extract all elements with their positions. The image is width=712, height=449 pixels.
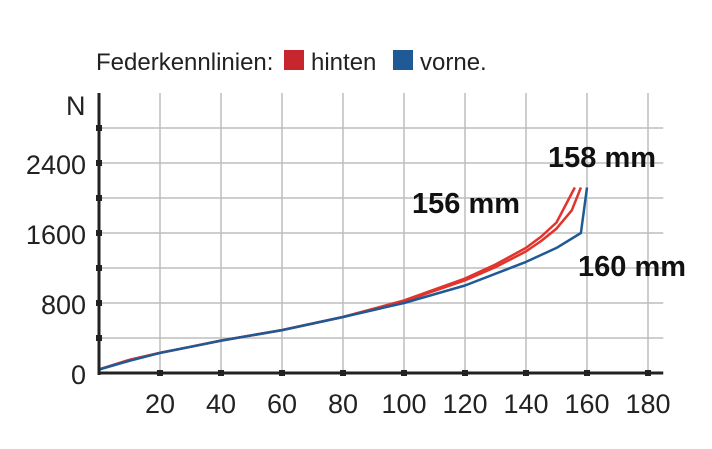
y-tick-mark-1200 (96, 265, 102, 271)
x-tick-mark-160 (584, 370, 590, 376)
legend-label-vorne: vorne. (420, 49, 487, 76)
legend-title: Federkennlinien: (96, 49, 273, 76)
x-tick-label: 40 (206, 389, 236, 419)
x-tick-mark-80 (340, 370, 346, 376)
legend: Federkennlinien: hinten vorne. (96, 49, 487, 76)
y-axis-label: N (66, 91, 86, 121)
x-tick-mark-100 (401, 370, 407, 376)
y-tick-mark-2400 (96, 160, 102, 166)
x-tick-label: 160 (564, 389, 609, 419)
x-tick-mark-180 (645, 370, 651, 376)
x-tick-mark-60 (279, 370, 285, 376)
annotation-158mm: 158 mm (548, 142, 656, 174)
annotation-160mm: 160 mm (578, 251, 686, 283)
x-tick-label: 180 (625, 389, 670, 419)
x-tick-label: 60 (267, 389, 297, 419)
x-tick-mark-140 (523, 370, 529, 376)
y-tick-mark-2800 (96, 125, 102, 131)
series-line-2 (98, 187, 589, 371)
axes: 20 40 60 80 100 120 140 160 180 0 800 1600 2400 (26, 93, 671, 419)
x-tick-label: 100 (381, 389, 426, 419)
y-tick-mark-800 (96, 300, 102, 306)
x-tick-label: 80 (328, 389, 358, 419)
x-tick-mark-120 (462, 370, 468, 376)
legend-swatch-hinten (284, 50, 304, 70)
y-tick-label: 2400 (26, 150, 86, 180)
y-tick-mark-2000 (96, 195, 102, 201)
y-tick-mark-1600 (96, 230, 102, 236)
x-tick-label: 20 (145, 389, 175, 419)
x-tick-label: 120 (442, 389, 487, 419)
annotation-156mm: 156 mm (412, 188, 520, 220)
series-group (98, 186, 589, 371)
y-tick-label: 1600 (26, 220, 86, 250)
legend-label-hinten: hinten (311, 49, 376, 76)
y-tick-label: 0 (71, 360, 86, 390)
x-tick-mark-40 (218, 370, 224, 376)
y-tick-mark-400 (96, 335, 102, 341)
x-tick-mark-20 (157, 370, 163, 376)
x-tick-label: 140 (503, 389, 548, 419)
y-tick-label: 800 (41, 290, 86, 320)
legend-swatch-vorne (393, 50, 413, 70)
